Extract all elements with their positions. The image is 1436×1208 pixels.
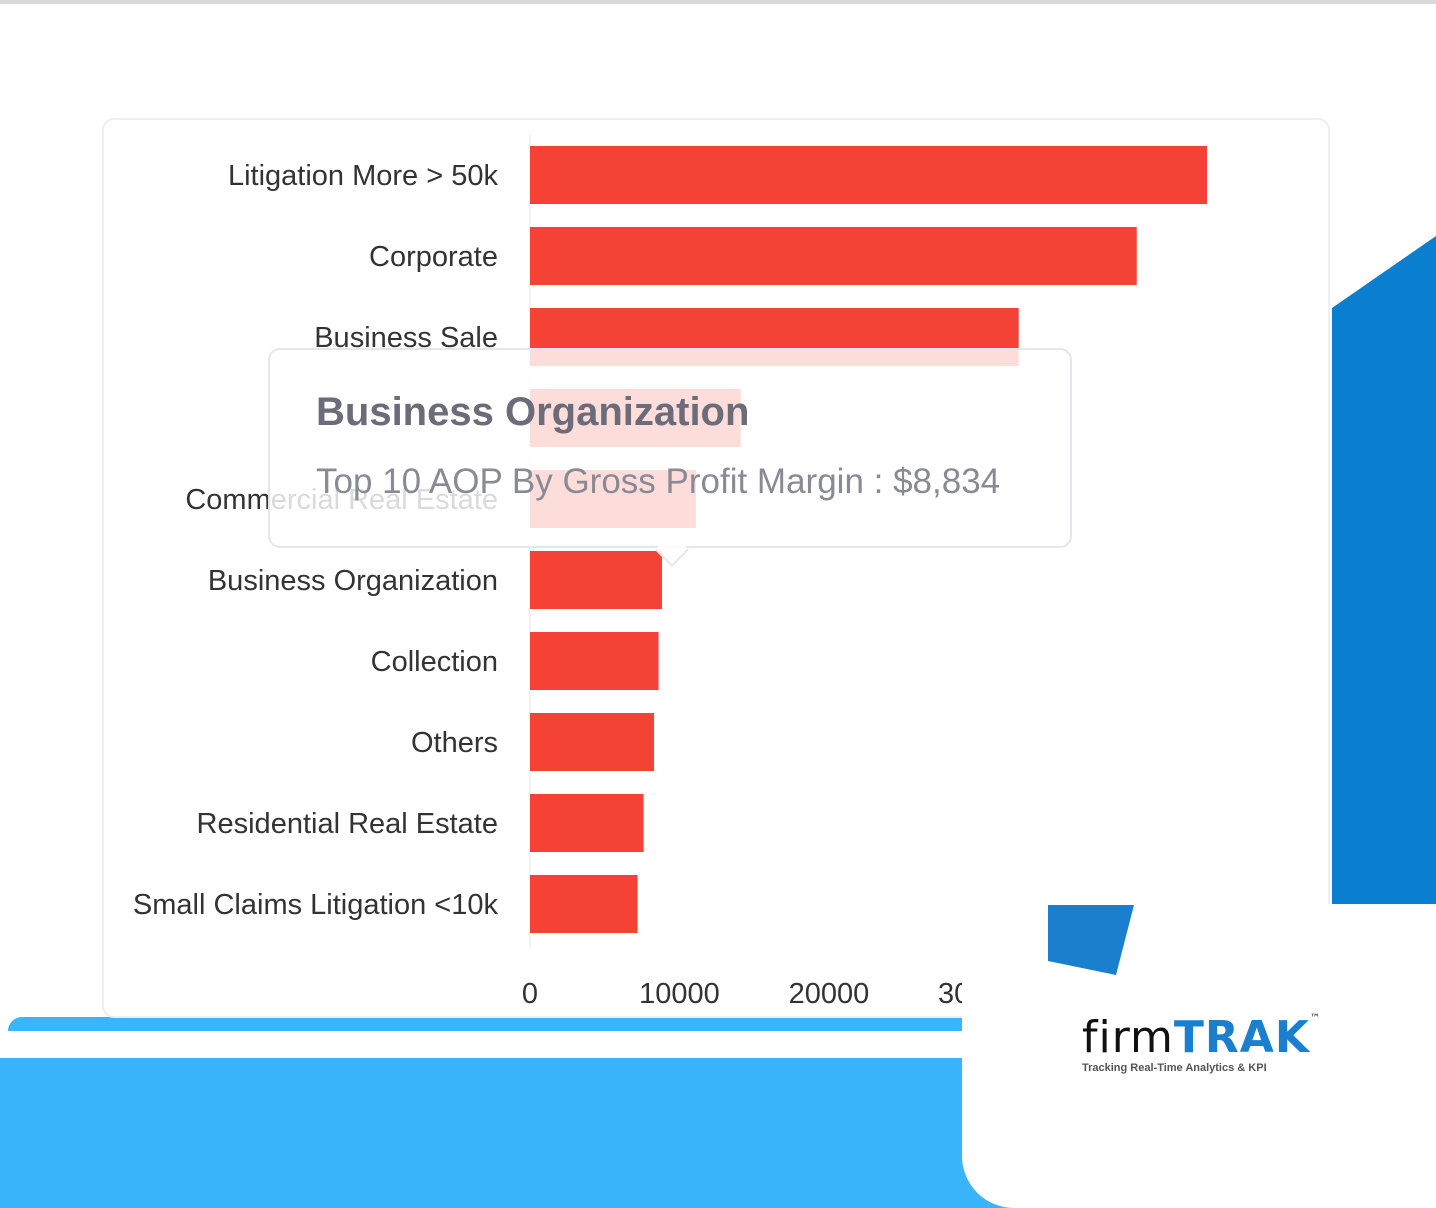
logo-trak: TRAK: [1173, 1012, 1310, 1063]
top-rule: [0, 0, 1436, 4]
category-label-0: Litigation More > 50k: [228, 160, 499, 192]
bar-5[interactable]: [530, 551, 663, 609]
bar-7[interactable]: [530, 713, 655, 771]
logo-tagline: Tracking Real-Time Analytics & KPI: [1082, 1062, 1267, 1074]
x-tick-label-1: 10000: [639, 978, 720, 1010]
logo-firm: firm: [1082, 1012, 1174, 1063]
bar-0[interactable]: [530, 146, 1207, 204]
x-tick-label-2: 20000: [789, 978, 870, 1010]
category-label-9: Small Claims Litigation <10k: [133, 889, 499, 921]
category-label-7: Others: [411, 727, 498, 759]
bar-9[interactable]: [530, 875, 638, 933]
brand-logo: firmTRAK™: [1082, 1012, 1321, 1064]
x-tick-label-0: 0: [522, 978, 538, 1010]
logo-card: [962, 904, 1436, 1208]
logo-trademark: ™: [1309, 1013, 1321, 1024]
category-label-6: Collection: [371, 646, 498, 678]
category-label-5: Business Organization: [208, 565, 498, 597]
right-blue-panel: [1332, 236, 1436, 904]
category-label-8: Residential Real Estate: [197, 808, 498, 840]
logo-mark-icon: [1048, 905, 1134, 975]
bar-1[interactable]: [530, 227, 1137, 285]
chart-tooltip: Business Organization Top 10 AOP By Gros…: [268, 348, 1072, 548]
bar-6[interactable]: [530, 632, 659, 690]
tooltip-title: Business Organization: [316, 390, 750, 434]
category-label-1: Corporate: [369, 241, 498, 273]
tooltip-body: Top 10 AOP By Gross Profit Margin : $8,8…: [316, 462, 1001, 501]
bar-8[interactable]: [530, 794, 644, 852]
blue-stripe: [8, 1017, 1008, 1031]
